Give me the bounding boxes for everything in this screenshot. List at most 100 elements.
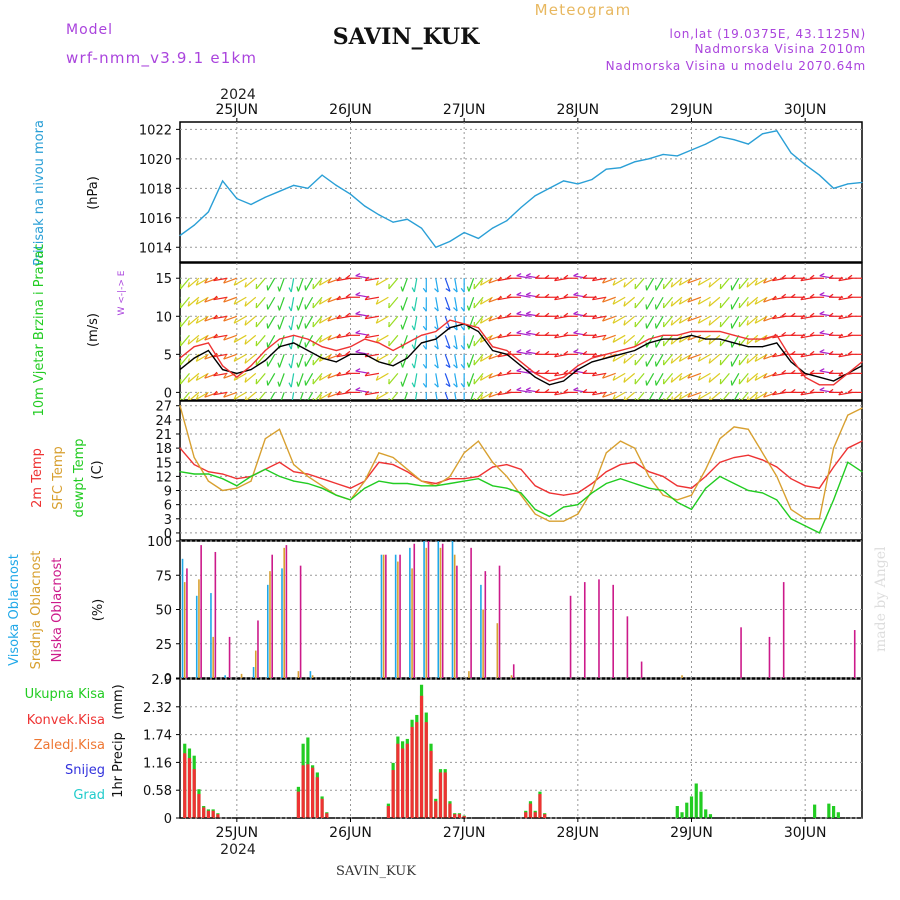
wind-barb-head xyxy=(204,392,208,398)
wind-barb-head xyxy=(554,390,559,396)
wind-barb xyxy=(623,296,636,307)
wind-ytick-label: 0 xyxy=(164,386,172,401)
wind-barb-head xyxy=(174,363,175,368)
wind-data-point xyxy=(406,342,408,344)
pressure-data-point xyxy=(804,164,806,166)
wind-barb-head xyxy=(422,306,427,312)
wind-data-point xyxy=(392,365,394,367)
wind-barb-head xyxy=(266,323,269,329)
wind-barb-head xyxy=(708,339,711,345)
temperature-data-point xyxy=(520,492,522,494)
high-cloud-axis-title: Visoka Oblacnost xyxy=(7,554,22,666)
wind-barb xyxy=(612,372,626,381)
temperature-data-point xyxy=(563,494,565,496)
wind-barb-head xyxy=(602,335,606,341)
wind-barb-head xyxy=(488,297,493,303)
temperature-data-point xyxy=(662,489,664,492)
wind-barb-head xyxy=(223,278,227,284)
pressure-data-point xyxy=(605,168,607,170)
temperature-data-point xyxy=(207,473,210,475)
wind-barb xyxy=(731,277,740,291)
wind-barb xyxy=(670,296,683,307)
wind-barb xyxy=(233,315,247,324)
wind-barb-head xyxy=(654,323,657,329)
wind-barb-head xyxy=(654,380,657,386)
wind-barb-head xyxy=(819,311,825,315)
wind-barb-head xyxy=(195,394,199,400)
precip-bar xyxy=(405,743,409,818)
wind-barb-head xyxy=(790,369,796,374)
wind-barb xyxy=(655,335,664,348)
precip-bar xyxy=(301,765,305,818)
precip-ytick-label: 1.74 xyxy=(143,729,172,744)
wind-barb-head xyxy=(612,280,616,286)
wind-barb xyxy=(516,370,531,374)
wind-barb xyxy=(516,294,531,298)
wind-barb-head xyxy=(244,339,247,345)
year-label-bottom: 2024 xyxy=(220,842,256,858)
wind-data-point xyxy=(392,349,394,352)
wind-barb-head xyxy=(336,333,341,339)
cloud-bar xyxy=(210,593,212,678)
wind-barb-head xyxy=(790,350,796,355)
wind-barb-head xyxy=(479,337,483,343)
pressure-data-point xyxy=(847,183,849,185)
cloud-bar xyxy=(311,675,314,678)
temperature-data-point xyxy=(776,499,778,501)
wind-barb xyxy=(290,278,295,293)
wind-barb xyxy=(468,278,475,292)
pressure-data-point xyxy=(634,161,636,163)
wind-barb xyxy=(473,372,484,385)
wind-barb-head xyxy=(573,311,579,315)
cloud-bar xyxy=(496,623,499,678)
wind-barb-head xyxy=(304,304,307,310)
wind-barb-head xyxy=(612,337,616,343)
wind-data-point xyxy=(236,372,238,374)
wind-barb-head xyxy=(277,362,280,368)
cloud-bar xyxy=(427,541,430,678)
wind-barb-head xyxy=(535,369,540,374)
wind-data-point xyxy=(477,327,479,329)
wind-barb xyxy=(245,391,257,400)
wind-barb-head xyxy=(296,362,299,368)
wind-barb-head xyxy=(670,320,674,326)
wind-barb-head xyxy=(497,371,502,377)
wind-barb-head xyxy=(525,330,531,334)
wind-barb-head xyxy=(400,286,404,292)
wind-barb-head xyxy=(213,276,218,282)
wind-barb-head xyxy=(479,318,483,324)
precip-bar xyxy=(424,722,428,818)
wind-barb-head xyxy=(763,316,767,322)
wind-barb-head xyxy=(563,331,569,336)
temperature-data-point xyxy=(648,475,650,477)
wind-barb xyxy=(655,373,664,386)
wind-data-point xyxy=(207,342,210,344)
wind-barb-head xyxy=(204,354,208,360)
wind-data-point xyxy=(804,372,806,374)
wind-data-point xyxy=(847,372,849,374)
wind-barb xyxy=(592,315,607,320)
wind-barb xyxy=(454,335,458,350)
wind-barb-head xyxy=(304,285,307,291)
wind-barb-head xyxy=(460,344,465,350)
wind-barb xyxy=(454,316,458,331)
cloud-bar xyxy=(441,543,444,678)
precip-bar xyxy=(429,750,433,818)
wind-barb-head xyxy=(304,361,307,367)
wind-data-point xyxy=(207,349,210,352)
temperature-data-point xyxy=(719,475,721,477)
precip-bar xyxy=(827,803,831,818)
temperature-data-point xyxy=(804,485,806,487)
wind-barb-head xyxy=(525,292,531,296)
wind-barb xyxy=(388,353,399,366)
temperature-data-point xyxy=(761,452,764,454)
wind-barb-head xyxy=(187,320,190,326)
cloud-bar xyxy=(198,579,200,678)
precip-bar xyxy=(438,772,443,818)
wind-barb-head xyxy=(336,314,341,320)
precip-bar xyxy=(680,812,684,818)
wind-data-point xyxy=(364,338,366,340)
precip-bar xyxy=(211,810,215,818)
wind-barb-head xyxy=(602,316,606,322)
wind-data-point xyxy=(705,338,707,340)
